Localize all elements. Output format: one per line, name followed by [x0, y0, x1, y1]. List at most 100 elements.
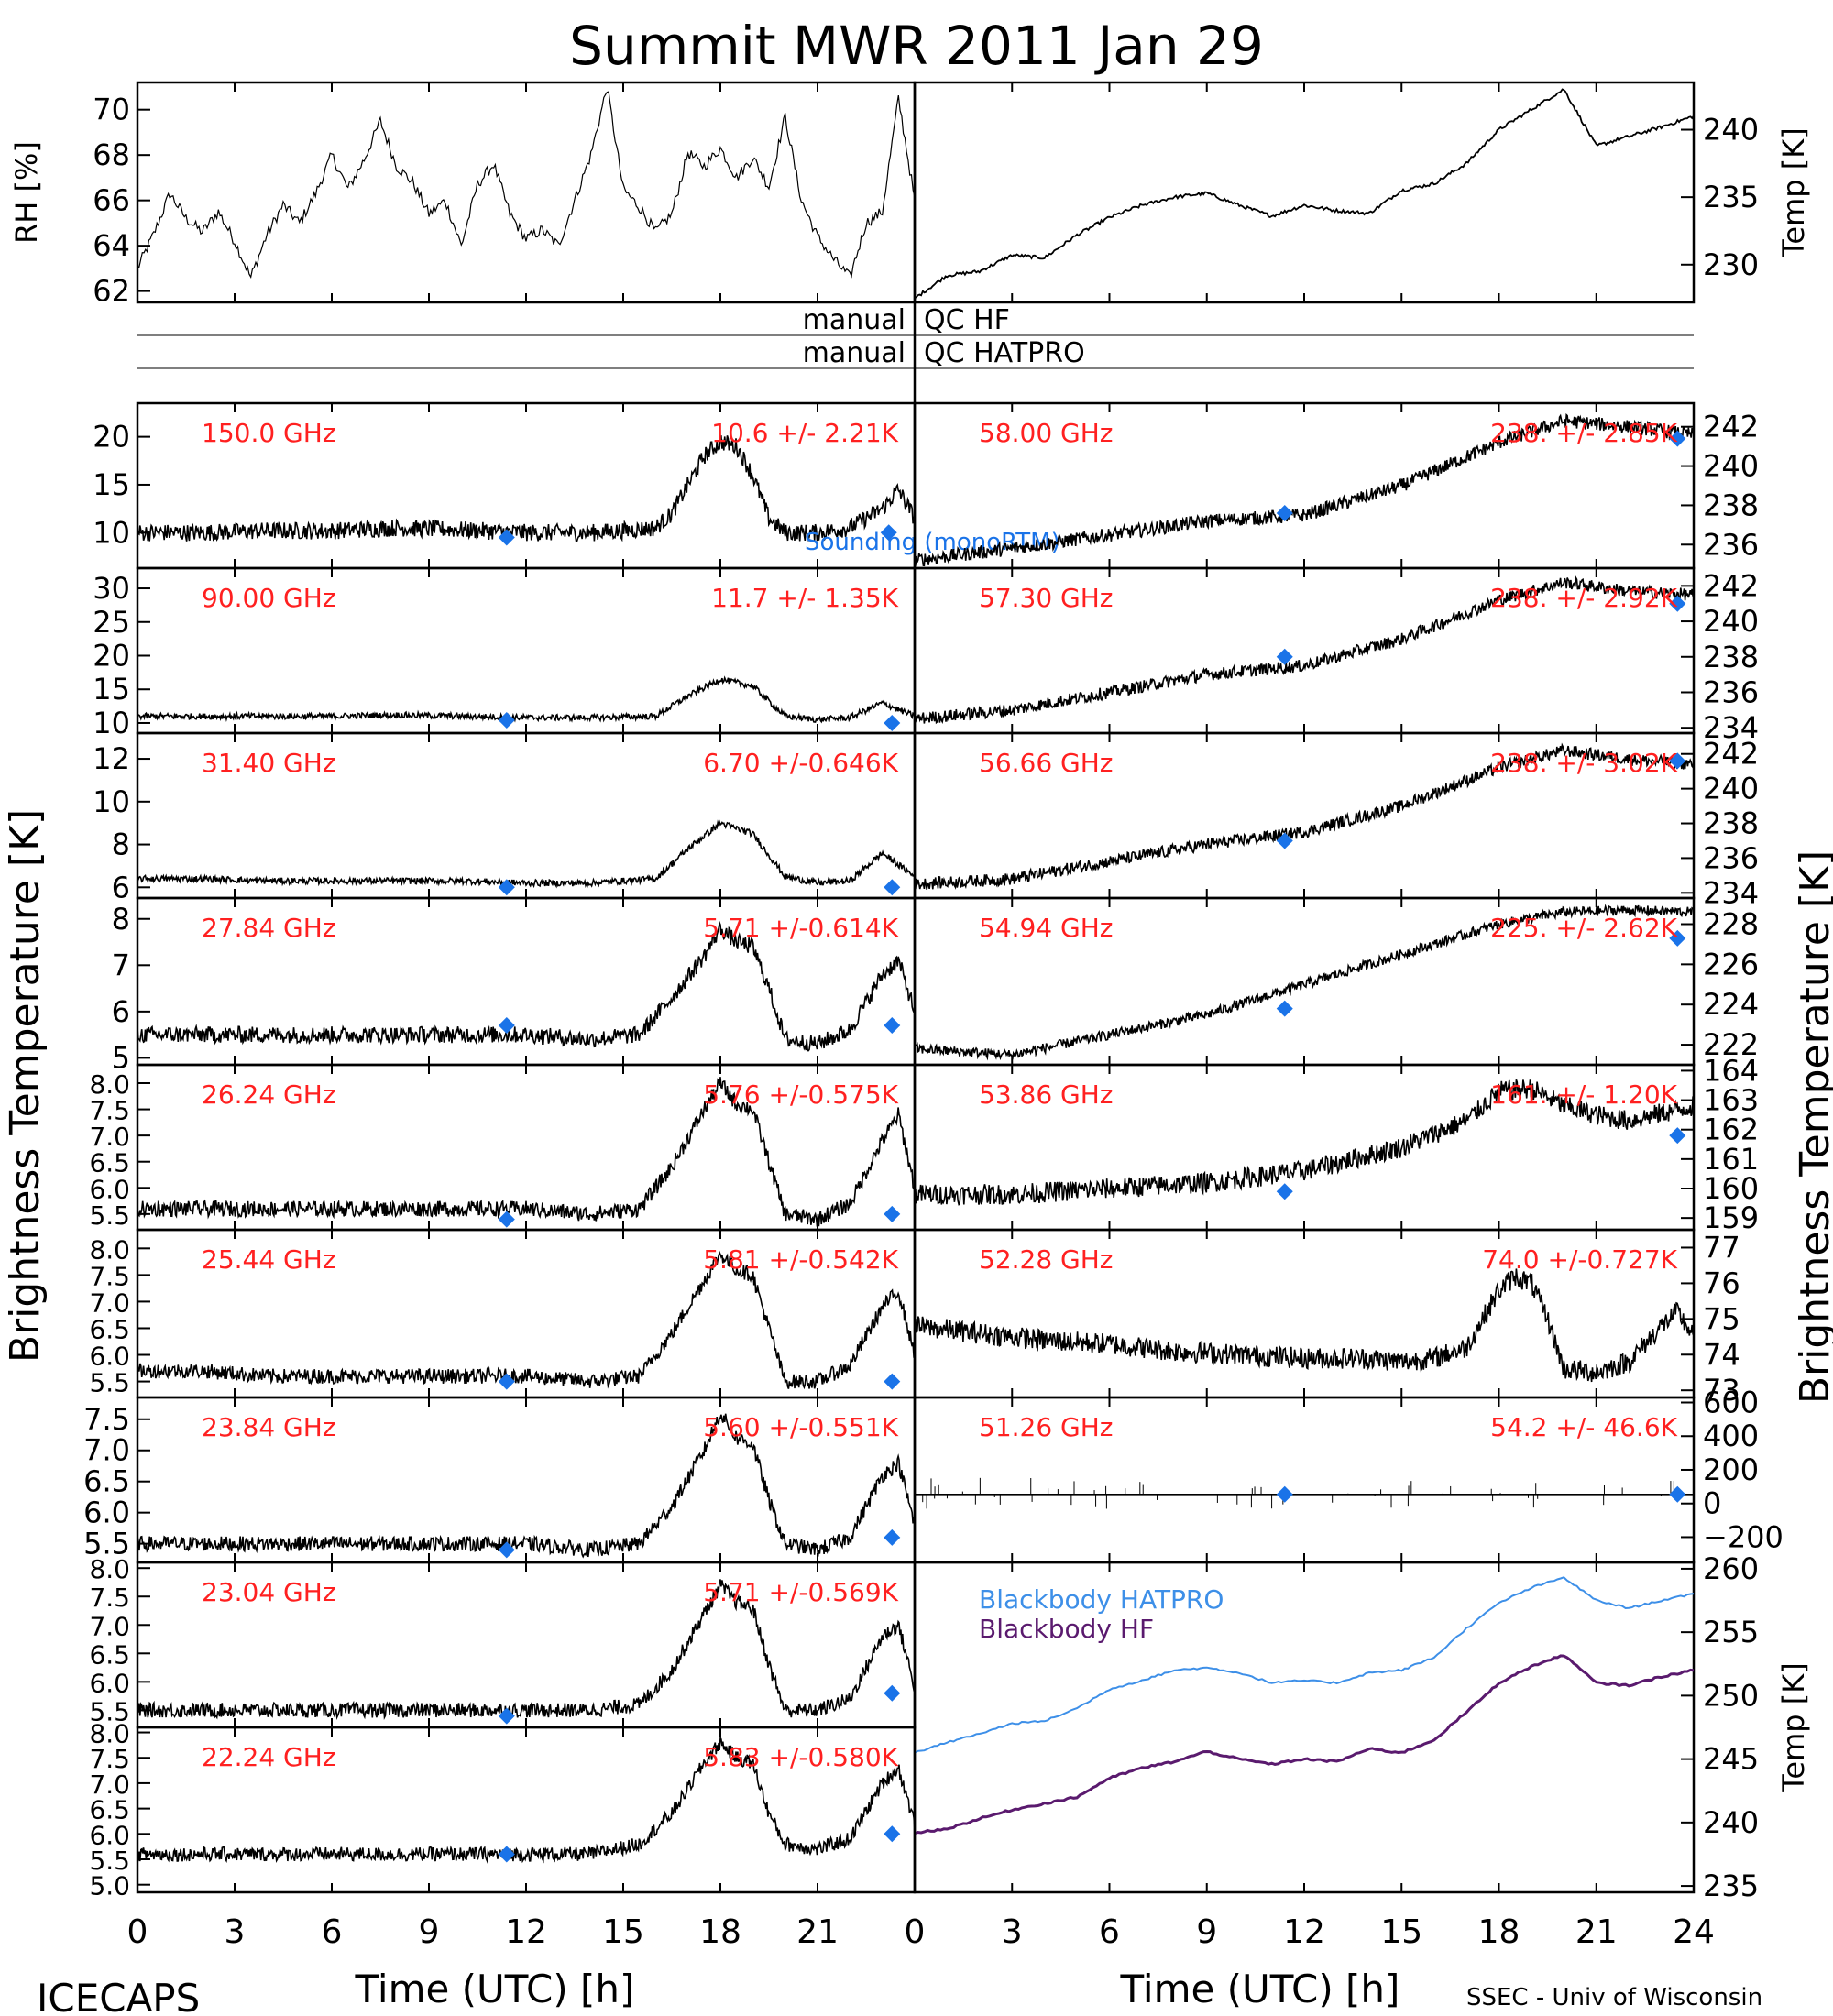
data-trace [137, 1077, 915, 1227]
panel-frame [913, 81, 1696, 304]
stat-label: 5.76 +/-0.575K [703, 1079, 898, 1110]
x-tick-label-right: 15 [1380, 1913, 1422, 1951]
sounding-marker [1669, 430, 1686, 447]
y-tick-label: 224 [1703, 987, 1759, 1022]
data-trace [137, 1735, 915, 1865]
y-tick-label: 8.0 [89, 1719, 130, 1749]
frequency-label: 53.86 GHz [979, 1079, 1114, 1110]
sounding-marker [1669, 595, 1686, 612]
data-trace [915, 1268, 1694, 1383]
panel-temp [913, 81, 1696, 304]
data-trace [137, 920, 915, 1052]
plot-area [137, 435, 915, 543]
stat-label: 5.81 +/-0.542K [703, 1244, 898, 1275]
y-tick-label: 6.5 [89, 1148, 130, 1178]
data-trace [137, 675, 915, 724]
x-tick-label-left: 0 [127, 1913, 148, 1951]
y-tick-label: 228 [1703, 907, 1759, 942]
sounding-marker [884, 1373, 901, 1390]
x-tick-label-right: 12 [1283, 1913, 1325, 1951]
sounding-marker [498, 1707, 515, 1725]
sounding-marker [1276, 505, 1293, 521]
plot-area [137, 91, 915, 279]
y-tick-label: 163 [1703, 1083, 1759, 1118]
y-tick-label: 240 [1703, 772, 1759, 806]
y-tick-label: 238 [1703, 640, 1759, 674]
series-line-hf [915, 1654, 1694, 1835]
frequency-label: 27.84 GHz [202, 913, 336, 943]
y-tick-label: 238 [1703, 488, 1759, 522]
y-tick-label: 240 [1703, 1805, 1759, 1840]
qc-row-label-right: QC HF [924, 304, 1010, 336]
frequency-label: 22.24 GHz [202, 1742, 336, 1772]
y-tick-label: 260 [1703, 1551, 1759, 1586]
y-tick-label: 10 [93, 515, 130, 550]
y-tick-label: 5.0 [89, 1871, 130, 1901]
y-tick-label: 159 [1703, 1200, 1759, 1235]
panel-rh [136, 81, 916, 304]
x-tick-label-left: 6 [322, 1913, 343, 1951]
y-tick-label: 6 [112, 994, 130, 1029]
sounding-marker [1669, 929, 1686, 947]
y-tick-label: 15 [93, 672, 130, 707]
sounding-marker [1669, 1485, 1686, 1503]
y-tick-label: −200 [1703, 1519, 1784, 1554]
legend-entry: Blackbody HATPRO [979, 1584, 1224, 1615]
frequency-label: 90.00 GHz [202, 583, 336, 613]
qc-row-label-left: manual [803, 304, 906, 336]
footer-left-label: ICECAPS [37, 1976, 200, 2016]
y-tick-label: 20 [93, 420, 130, 455]
sounding-marker [498, 529, 515, 546]
sounding-marker [498, 1846, 515, 1863]
stat-label: 11.7 +/- 1.35K [711, 583, 898, 613]
stat-label: 6.70 +/-0.646K [703, 748, 898, 778]
stat-label: 5.83 +/-0.580K [703, 1742, 898, 1772]
y-tick-label: 8.0 [89, 1069, 130, 1100]
y-tick-label: 8 [112, 902, 130, 937]
y-tick-label: 6.5 [89, 1639, 130, 1670]
stat-label: 5.71 +/-0.569K [703, 1577, 898, 1607]
plot-area [137, 1077, 915, 1227]
x-tick-label-left: 21 [796, 1913, 839, 1951]
y-tick-label: 240 [1703, 449, 1759, 484]
panel-ch90 [136, 566, 916, 735]
y-tick-label: 7.5 [89, 1583, 130, 1613]
x-tick-label-left: 18 [699, 1913, 741, 1951]
y-tick-label: 400 [1703, 1419, 1759, 1453]
x-tick-label-right: 3 [1002, 1913, 1023, 1951]
y-tick-label: 6.0 [89, 1668, 130, 1698]
y-tick-label: 7.0 [89, 1122, 130, 1152]
y-tick-label: 6 [112, 870, 130, 904]
y-tick-label: 200 [1703, 1452, 1759, 1487]
y-tick-label: 250 [1703, 1678, 1759, 1713]
x-tick-label-right: 0 [905, 1913, 926, 1951]
left-side-ylabel: Brightness Temperature [K] [2, 809, 49, 1363]
y-tick-label: 236 [1703, 840, 1759, 875]
y-tick-label: 7.5 [83, 1402, 130, 1437]
y-tick-label: 255 [1703, 1615, 1759, 1649]
stat-label: 54.2 +/- 46.6K [1490, 1412, 1677, 1442]
frequency-label: 150.0 GHz [202, 418, 336, 448]
x-tick-label-right: 9 [1196, 1913, 1217, 1951]
plot-area [915, 1268, 1694, 1383]
y-tick-label: 235 [1703, 1868, 1759, 1903]
x-axis-label-right: Time (UTC) [h] [1120, 1967, 1400, 2011]
frequency-label: 31.40 GHz [202, 748, 336, 778]
sounding-marker [1276, 832, 1293, 849]
x-tick-label-left: 3 [225, 1913, 246, 1951]
sounding-marker [1669, 1127, 1686, 1145]
y-tick-label: 20 [93, 639, 130, 674]
y-tick-label: 236 [1703, 674, 1759, 709]
y-tick-label: 7.5 [89, 1261, 130, 1291]
sounding-marker [884, 1205, 901, 1222]
sounding-marker [884, 1017, 901, 1035]
y-tick-label: 25 [93, 605, 130, 640]
frequency-label: 54.94 GHz [979, 913, 1114, 943]
series-line-hatpro [915, 1576, 1694, 1754]
data-trace [915, 742, 1694, 891]
data-trace [915, 904, 1694, 1061]
y-tick-label: 7.0 [89, 1611, 130, 1641]
y-tick-label: 6.0 [83, 1496, 130, 1530]
y-tick-label: 234 [1703, 710, 1759, 745]
stat-label: 10.6 +/- 2.21K [711, 418, 898, 448]
